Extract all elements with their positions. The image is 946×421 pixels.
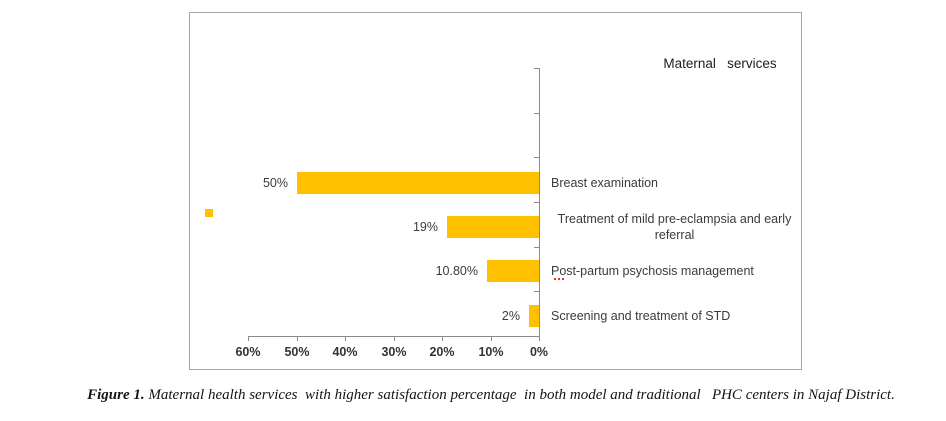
x-axis-tick	[394, 337, 395, 341]
category-label: Post-partum psychosis management	[551, 264, 754, 278]
bar-value-label: 50%	[262, 176, 288, 190]
y-axis-tick	[534, 68, 539, 69]
x-axis-tick-label: 40%	[332, 345, 358, 359]
x-axis-tick	[442, 337, 443, 341]
figure-caption: Figure 1. Maternal health services with …	[0, 387, 946, 404]
x-axis-tick-label: 20%	[429, 345, 455, 359]
x-axis-tick-label: 60%	[235, 345, 261, 359]
category-label: Treatment of mild pre-eclampsia and earl…	[557, 212, 792, 242]
plot-area: Maternal services 60% 50% 40% 30% 20% 10% 0% 50…	[190, 13, 801, 369]
y-axis-tick	[534, 113, 539, 114]
bar	[529, 305, 539, 327]
spellcheck-underline	[554, 276, 564, 280]
y-axis-tick	[534, 336, 539, 337]
x-axis-tick	[491, 337, 492, 341]
x-axis-tick	[345, 337, 346, 341]
y-axis-tick	[534, 202, 539, 203]
x-axis-tick	[248, 337, 249, 341]
bar	[297, 172, 539, 194]
chart-area: Maternal services 60% 50% 40% 30% 20% 10% 0% 50…	[189, 12, 802, 370]
x-axis-tick-label: 50%	[284, 345, 310, 359]
x-axis-tick	[297, 337, 298, 341]
caption-figure-label: Figure 1.	[87, 387, 145, 403]
x-axis-tick-label: 0%	[529, 345, 549, 359]
category-label: Screening and treatment of STD	[551, 309, 731, 323]
x-axis-tick	[539, 337, 540, 341]
category-axis-line	[539, 68, 540, 336]
y-axis-tick	[534, 247, 539, 248]
y-axis-tick	[534, 291, 539, 292]
x-axis-tick-label: 10%	[478, 345, 504, 359]
caption-text: Maternal health services with higher sat…	[144, 387, 895, 403]
bar	[447, 216, 539, 238]
chart-title: Maternal services	[663, 56, 777, 71]
x-axis-tick-label: 30%	[381, 345, 407, 359]
bar-value-label: 19%	[412, 220, 438, 234]
bar-value-label: 2%	[501, 309, 520, 323]
value-axis-line	[248, 336, 540, 337]
legend-marker	[205, 209, 213, 217]
category-label: Breast examination	[551, 176, 659, 190]
bar-value-label: 10.80%	[435, 264, 478, 278]
bar	[487, 260, 539, 282]
y-axis-tick	[534, 157, 539, 158]
